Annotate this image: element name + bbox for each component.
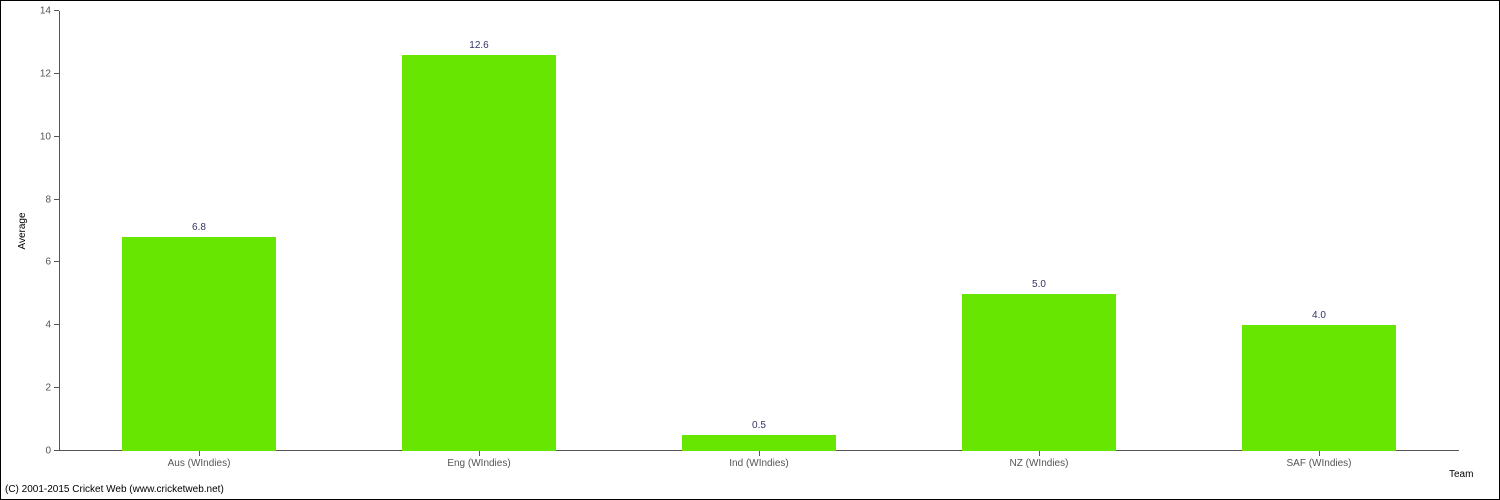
x-tick xyxy=(479,451,480,456)
y-tick xyxy=(54,450,59,451)
y-tick-label: 12 xyxy=(21,68,51,79)
x-axis-label: Team xyxy=(1449,469,1473,480)
x-tick xyxy=(199,451,200,456)
bar-value-label: 4.0 xyxy=(1312,310,1326,321)
y-tick xyxy=(54,387,59,388)
x-tick xyxy=(1319,451,1320,456)
chart-frame: 0 2 4 6 8 10 12 14 Aus (WIndies) 6.8 Eng (WIndies)… xyxy=(0,0,1500,500)
bar-value-label: 12.6 xyxy=(469,40,488,51)
y-tick xyxy=(54,324,59,325)
x-tick-label: Ind (WIndies) xyxy=(729,458,788,469)
y-tick-label: 8 xyxy=(21,194,51,205)
y-tick-label: 10 xyxy=(21,131,51,142)
y-tick xyxy=(54,199,59,200)
y-tick-label: 6 xyxy=(21,257,51,268)
y-tick-label: 4 xyxy=(21,320,51,331)
y-tick xyxy=(54,73,59,74)
bar xyxy=(402,55,556,451)
y-axis-line xyxy=(59,11,60,451)
y-axis-label: Average xyxy=(17,212,28,249)
bar-value-label: 6.8 xyxy=(192,222,206,233)
bar xyxy=(122,237,276,451)
y-tick-label: 0 xyxy=(21,446,51,457)
x-tick-label: Aus (WIndies) xyxy=(168,458,231,469)
y-tick xyxy=(54,136,59,137)
x-tick-label: SAF (WIndies) xyxy=(1286,458,1351,469)
bar xyxy=(1242,325,1396,451)
y-tick xyxy=(54,261,59,262)
bar xyxy=(682,435,836,451)
plot-area: 02468101214Aus (WIndies)6.8Eng (WIndies)… xyxy=(59,11,1459,451)
bar-value-label: 0.5 xyxy=(752,420,766,431)
y-tick-label: 14 xyxy=(21,6,51,17)
copyright-text: (C) 2001-2015 Cricket Web (www.cricketwe… xyxy=(5,484,224,495)
x-tick-label: Eng (WIndies) xyxy=(447,458,510,469)
y-tick xyxy=(54,10,59,11)
x-tick xyxy=(1039,451,1040,456)
x-tick-label: NZ (WIndies) xyxy=(1010,458,1069,469)
bar-value-label: 5.0 xyxy=(1032,279,1046,290)
x-tick xyxy=(759,451,760,456)
bar xyxy=(962,294,1116,451)
y-tick-label: 2 xyxy=(21,383,51,394)
